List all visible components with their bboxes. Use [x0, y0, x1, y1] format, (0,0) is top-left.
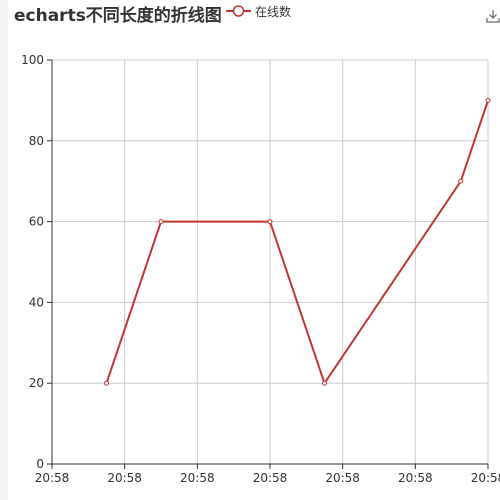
- series-line: [105, 100, 489, 385]
- legend-label: 在线数: [255, 4, 292, 19]
- y-tick-label: 80: [29, 134, 44, 148]
- y-tick-label: 20: [29, 376, 44, 390]
- y-tick-label: 100: [21, 53, 44, 67]
- data-point: [322, 380, 327, 386]
- y-tick-label: 60: [29, 215, 44, 229]
- download-icon: [486, 10, 500, 23]
- data-point: [458, 178, 464, 184]
- download-button[interactable]: [486, 8, 500, 27]
- x-tick-label: 20:58: [398, 471, 433, 485]
- data-point: [104, 380, 109, 386]
- y-tick-label: 40: [29, 295, 44, 309]
- left-edge-strip: [0, 0, 8, 500]
- x-tick-label: 20:58: [253, 471, 288, 485]
- x-tick-label: 20:58: [325, 471, 360, 485]
- data-point: [485, 97, 491, 103]
- y-tick-label: 0: [36, 457, 44, 471]
- data-point: [158, 219, 164, 225]
- legend[interactable]: 在线数: [226, 2, 291, 20]
- x-tick-label: 20:58: [107, 471, 142, 485]
- x-tick-label: 20:58: [180, 471, 215, 485]
- legend-line-icon: [226, 5, 251, 17]
- data-point: [267, 219, 273, 225]
- chart-title: echarts不同长度的折线图: [14, 6, 222, 26]
- x-tick-label: 20:58: [471, 471, 500, 485]
- x-tick-label: 20:58: [35, 471, 70, 485]
